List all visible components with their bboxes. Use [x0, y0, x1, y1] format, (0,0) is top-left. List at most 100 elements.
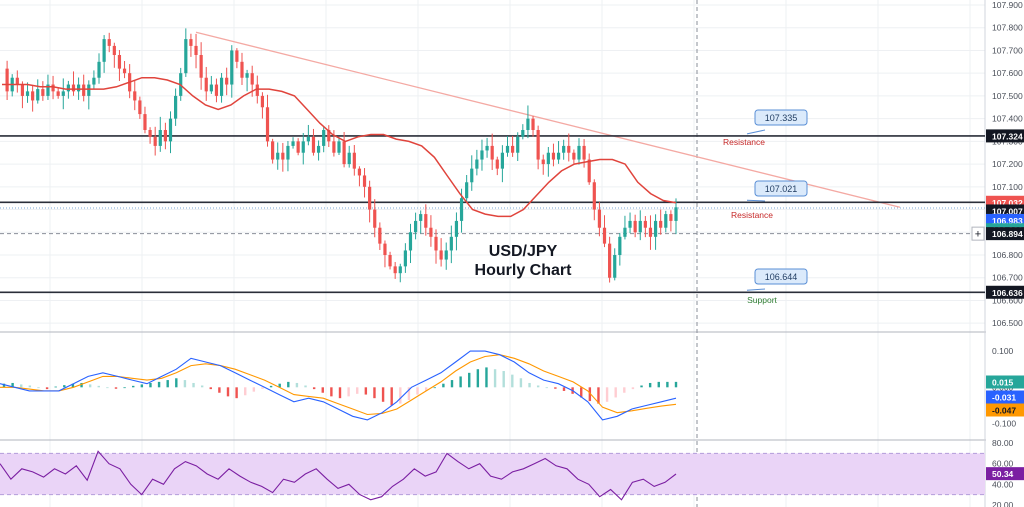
candle-body: [393, 266, 397, 274]
price-axis[interactable]: 107.900 107.800 107.700 107.600 107.500 107.4…: [971, 0, 1024, 507]
candle-body: [485, 145, 489, 151]
macd-histogram-bar: [71, 383, 75, 388]
candle-body: [168, 118, 173, 142]
macd-histogram-bar: [63, 385, 66, 388]
candle-body: [653, 220, 658, 237]
candle-body: [133, 91, 137, 101]
candle-body: [61, 91, 65, 96]
callout-box: [754, 180, 808, 197]
candle-body: [536, 130, 540, 160]
trendline: [195, 31, 901, 208]
candle-body: [597, 209, 602, 228]
candle-body: [352, 152, 356, 169]
level-callout: 107.335: [746, 109, 808, 135]
candle-body: [454, 220, 459, 237]
macd-histogram-bar: [399, 387, 402, 404]
candle-body: [470, 168, 474, 183]
candle-body: [332, 141, 336, 153]
macd-histogram-bar: [261, 387, 264, 389]
candle-body: [41, 89, 45, 96]
candle-body: [521, 130, 525, 137]
level-callout: 106.644: [746, 268, 808, 291]
candle-body: [97, 61, 101, 78]
candle-body: [15, 77, 19, 85]
macd-histogram-bar: [666, 381, 669, 388]
candle-body: [511, 145, 515, 153]
price-tag: 107.007: [992, 206, 1023, 216]
macd-histogram-bar: [252, 387, 256, 392]
candle-body: [587, 159, 591, 183]
candle-body: [480, 150, 484, 160]
candle-body: [92, 77, 96, 85]
candle-body: [388, 255, 392, 267]
candle-body: [316, 145, 321, 153]
add-alert-button[interactable]: +: [971, 226, 985, 241]
price-axis-tick: 107.500: [992, 91, 1023, 101]
candle-body: [500, 152, 504, 169]
macd-histogram-bar: [235, 387, 238, 399]
candle-body: [638, 220, 642, 233]
macd-histogram-bar: [450, 380, 454, 388]
candle-body: [311, 136, 316, 153]
callout-box: [754, 268, 808, 285]
candle-body: [505, 145, 510, 153]
candle-body: [36, 89, 40, 101]
macd-histogram-bar: [485, 367, 488, 388]
level-price-tag: 106.636: [992, 288, 1023, 298]
candle-body: [516, 136, 520, 153]
macd-value-tag: -0.047: [992, 406, 1016, 416]
candle-body: [82, 84, 86, 96]
candle-body: [76, 84, 81, 92]
price-axis-tick: 107.700: [992, 45, 1023, 55]
moving-average-line: [2, 76, 677, 218]
candle-body: [633, 220, 637, 233]
candle-body: [439, 250, 443, 260]
candle-body: [475, 159, 479, 169]
candle-body: [112, 45, 116, 55]
candle-body: [342, 141, 346, 165]
macd-histogram-bar: [519, 378, 523, 388]
price-axis-tick: 106.800: [992, 250, 1023, 260]
candle-body: [281, 152, 285, 160]
macd-histogram-bar: [140, 384, 144, 388]
callout-box: [754, 109, 808, 126]
candle-body: [465, 182, 469, 199]
price-axis-tick: 106.700: [992, 273, 1023, 283]
price-axis-tick: 107.200: [992, 159, 1023, 169]
macd-histogram-bar: [356, 387, 359, 394]
macd-pane: [0, 350, 678, 421]
candle-body: [240, 61, 244, 78]
macd-line: [0, 350, 677, 421]
macd-histogram-bar: [459, 376, 462, 388]
candle-body: [138, 100, 142, 115]
macd-histogram-bar: [123, 387, 126, 389]
candle-body: [148, 130, 152, 137]
candle-body: [373, 209, 377, 228]
crosshair-price-tag: 106.894: [992, 229, 1023, 239]
candle-body: [276, 152, 280, 160]
macd-value-tag-bg: [986, 403, 1024, 417]
macd-histogram-bar: [674, 381, 678, 388]
macd-histogram-bar: [373, 387, 376, 399]
candle-body: [51, 84, 55, 92]
level-annotation: Resistance: [731, 210, 773, 220]
candle-body: [286, 145, 290, 160]
macd-histogram-bar: [528, 382, 531, 388]
candle-body: [20, 84, 25, 96]
callout-value: 107.021: [765, 184, 798, 194]
candle-body: [541, 159, 545, 165]
level-price-tag-bg: [986, 285, 1024, 299]
candle-body: [250, 73, 254, 85]
macd-histogram-bar: [183, 380, 187, 388]
price-axis-tick: 106.600: [992, 295, 1023, 305]
price-axis-tick: 106.500: [992, 318, 1023, 328]
macd-histogram-bar: [11, 382, 14, 388]
rsi-axis-tick: 40.00: [992, 479, 1014, 489]
candle-body: [209, 84, 213, 92]
candle-body: [613, 255, 617, 278]
callout-value: 107.335: [765, 113, 798, 123]
candle-body: [163, 130, 167, 142]
macd-histogram-bar: [631, 387, 635, 390]
